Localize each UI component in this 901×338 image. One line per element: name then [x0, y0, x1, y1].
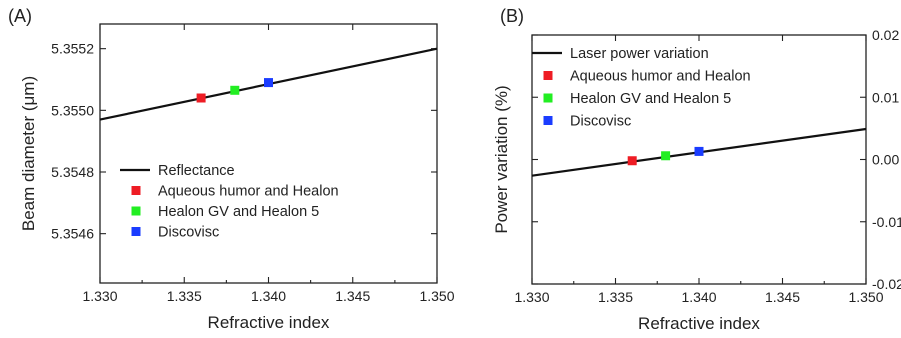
- legend-entry: Healon GV and Healon 5: [158, 204, 319, 220]
- y-axis-title: Beam diameter (μm): [19, 76, 38, 231]
- panel-label: (B): [500, 6, 524, 26]
- data-point-marker: [230, 85, 240, 95]
- legend-entry: Aqueous humor and Healon: [158, 184, 339, 200]
- x-tick-label: 1.345: [765, 289, 800, 305]
- y-tick-label: 0.01: [872, 89, 899, 105]
- data-point-marker: [264, 78, 273, 88]
- legend-entry: Discovisc: [158, 225, 219, 241]
- x-tick-label: 1.340: [251, 288, 286, 304]
- y-tick-label: 5.3548: [51, 164, 94, 180]
- x-axis-title: Refractive index: [208, 313, 330, 332]
- x-tick-label: 1.335: [167, 288, 202, 304]
- legend-entry: Reflectance: [158, 163, 235, 179]
- data-point-marker: [694, 146, 704, 156]
- y-axis-title: Power variation (%): [492, 85, 511, 233]
- y-tick-label: 0.02: [872, 27, 899, 43]
- legend-marker-swatch: [543, 116, 553, 125]
- legend-entry: Discovisc: [570, 114, 631, 130]
- x-tick-label: 1.335: [598, 289, 633, 305]
- panel-b: (B) 1.330 1.335 1.340 1.345 1.350-0.02 -0.01 0.…: [492, 6, 901, 333]
- legend-marker-swatch: [131, 227, 141, 236]
- plot-frame: [99, 23, 438, 284]
- panel-a: (A) 1.330 1.335 1.340 1.345 1.350 5.3546 5.3548…: [8, 6, 455, 332]
- y-tick-label: -0.02: [872, 276, 901, 292]
- legend-marker-swatch: [543, 93, 553, 103]
- x-tick-label: 1.330: [82, 288, 117, 304]
- data-point-marker: [196, 93, 206, 103]
- legend-entry: Healon GV and Healon 5: [570, 91, 731, 107]
- data-point-marker: [627, 156, 637, 166]
- data-point-marker: [661, 151, 671, 161]
- legend-marker-swatch: [131, 206, 141, 216]
- x-tick-label: 1.340: [681, 289, 716, 305]
- y-tick-label: 0.00: [872, 152, 899, 168]
- legend-marker-swatch: [543, 71, 553, 80]
- x-tick-label: 1.345: [335, 288, 370, 304]
- x-tick-label: 1.330: [514, 289, 549, 305]
- legend-entry: Laser power variation: [570, 46, 709, 62]
- legend-marker-swatch: [131, 186, 141, 195]
- y-tick-label: -0.01: [872, 214, 901, 230]
- y-tick-label: 5.3552: [51, 41, 94, 57]
- x-tick-label: 1.350: [848, 289, 883, 305]
- legend-entry: Aqueous humor and Healon: [570, 69, 751, 85]
- panel-label: (A): [8, 6, 32, 26]
- y-tick-label: 5.3550: [51, 102, 94, 118]
- x-axis-title: Refractive index: [638, 314, 760, 333]
- x-tick-label: 1.350: [419, 288, 454, 304]
- y-tick-label: 5.3546: [51, 226, 94, 242]
